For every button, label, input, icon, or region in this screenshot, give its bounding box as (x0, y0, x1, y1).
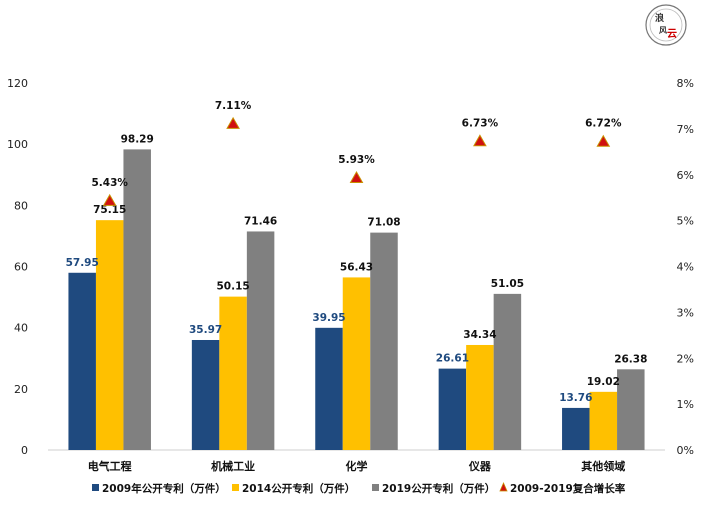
growth-value-label: 6.73% (462, 117, 499, 129)
svg-text:浪: 浪 (655, 12, 664, 24)
growth-marker (473, 134, 487, 147)
left-tick-label: 0 (21, 444, 28, 457)
right-tick-label: 7% (677, 123, 694, 136)
legend-swatch (232, 484, 239, 491)
bar-group (68, 149, 645, 450)
growth-markers: 5.43% 7.11% 5.93% 6.73% 6.72% (91, 100, 622, 206)
legend-swatch (372, 484, 379, 491)
growth-value-label: 7.11% (215, 100, 252, 112)
bar-value-label: 71.08 (367, 217, 400, 229)
category-label: 其他领域 (581, 459, 625, 473)
right-tick-label: 5% (677, 215, 694, 228)
growth-value-label: 6.72% (585, 118, 622, 130)
growth-marker (102, 193, 117, 206)
watermark-logo: 浪 风 云 (645, 4, 687, 46)
category-label: 机械工业 (211, 459, 255, 473)
bar (438, 368, 467, 450)
bar (370, 232, 398, 450)
bar-value-label: 19.02 (587, 376, 620, 388)
category-label: 仪器 (468, 460, 492, 473)
bar (617, 369, 645, 450)
legend-label: 2014公开专利（万件） (242, 482, 355, 495)
bar-value-label: 56.43 (340, 261, 373, 273)
bar (315, 327, 343, 450)
bar-value-label: 98.29 (121, 133, 154, 145)
bar (123, 149, 151, 450)
growth-marker (596, 134, 611, 147)
left-tick-label: 20 (14, 383, 28, 396)
category-label: 化学 (346, 459, 368, 473)
bar-value-label: 34.34 (463, 329, 496, 341)
right-tick-label: 2% (677, 352, 694, 365)
bar-value-label: 39.95 (312, 312, 345, 324)
left-y-axis: 0 20 40 60 80 100 120 (7, 77, 28, 457)
right-tick-label: 8% (677, 77, 694, 90)
left-tick-label: 100 (7, 138, 28, 151)
growth-value-label: 5.93% (338, 154, 375, 166)
legend-swatch (499, 482, 508, 492)
bar (589, 391, 618, 450)
bar-value-label: 75.15 (93, 204, 126, 216)
bar-value-label: 50.15 (216, 281, 249, 293)
svg-text:云: 云 (667, 28, 677, 40)
right-tick-label: 4% (677, 261, 694, 274)
right-tick-label: 1% (677, 398, 694, 411)
right-y-axis: 0% 1% 2% 3% 4% 5% 6% 7% 8% (677, 77, 694, 457)
growth-marker (349, 170, 364, 183)
legend-label: 2009-2019复合增长率 (510, 482, 626, 495)
svg-text:风: 风 (659, 25, 667, 35)
growth-marker (226, 116, 240, 129)
category-labels: 电气工程 机械工业 化学 仪器 其他领域 (88, 459, 626, 473)
right-tick-label: 3% (677, 306, 694, 319)
bar (342, 277, 371, 450)
bar-value-label: 51.05 (491, 278, 524, 290)
legend-swatch (92, 484, 99, 491)
bar (191, 339, 220, 450)
left-tick-label: 120 (7, 77, 28, 90)
growth-value-label: 5.43% (91, 177, 128, 189)
bar-value-label: 71.46 (244, 215, 277, 227)
right-tick-label: 0% (677, 444, 694, 457)
bar (68, 272, 96, 450)
bar (95, 220, 124, 450)
legend: 2009年公开专利（万件） 2014公开专利（万件） 2019公开专利（万件） 200… (92, 482, 626, 495)
bar (562, 407, 590, 450)
bar-value-label: 57.95 (66, 257, 99, 269)
category-label: 电气工程 (88, 459, 132, 473)
left-tick-label: 40 (14, 322, 28, 335)
legend-label: 2009年公开专利（万件） (102, 482, 226, 495)
bar-value-label: 13.76 (559, 392, 592, 404)
bar (219, 296, 247, 450)
left-tick-label: 80 (14, 199, 28, 212)
legend-label: 2019公开专利（万件） (382, 482, 495, 495)
bar-value-label: 35.97 (189, 324, 222, 336)
bar-value-label: 26.38 (614, 353, 647, 365)
bar (493, 293, 522, 450)
bar (246, 231, 275, 450)
left-tick-label: 60 (14, 261, 28, 274)
bar (466, 344, 494, 450)
bar-value-label: 26.61 (436, 353, 469, 365)
bar-labels: 57.95 75.15 98.29 35.97 50.15 71.46 39.95 56.43… (66, 133, 648, 404)
right-tick-label: 6% (677, 169, 694, 182)
